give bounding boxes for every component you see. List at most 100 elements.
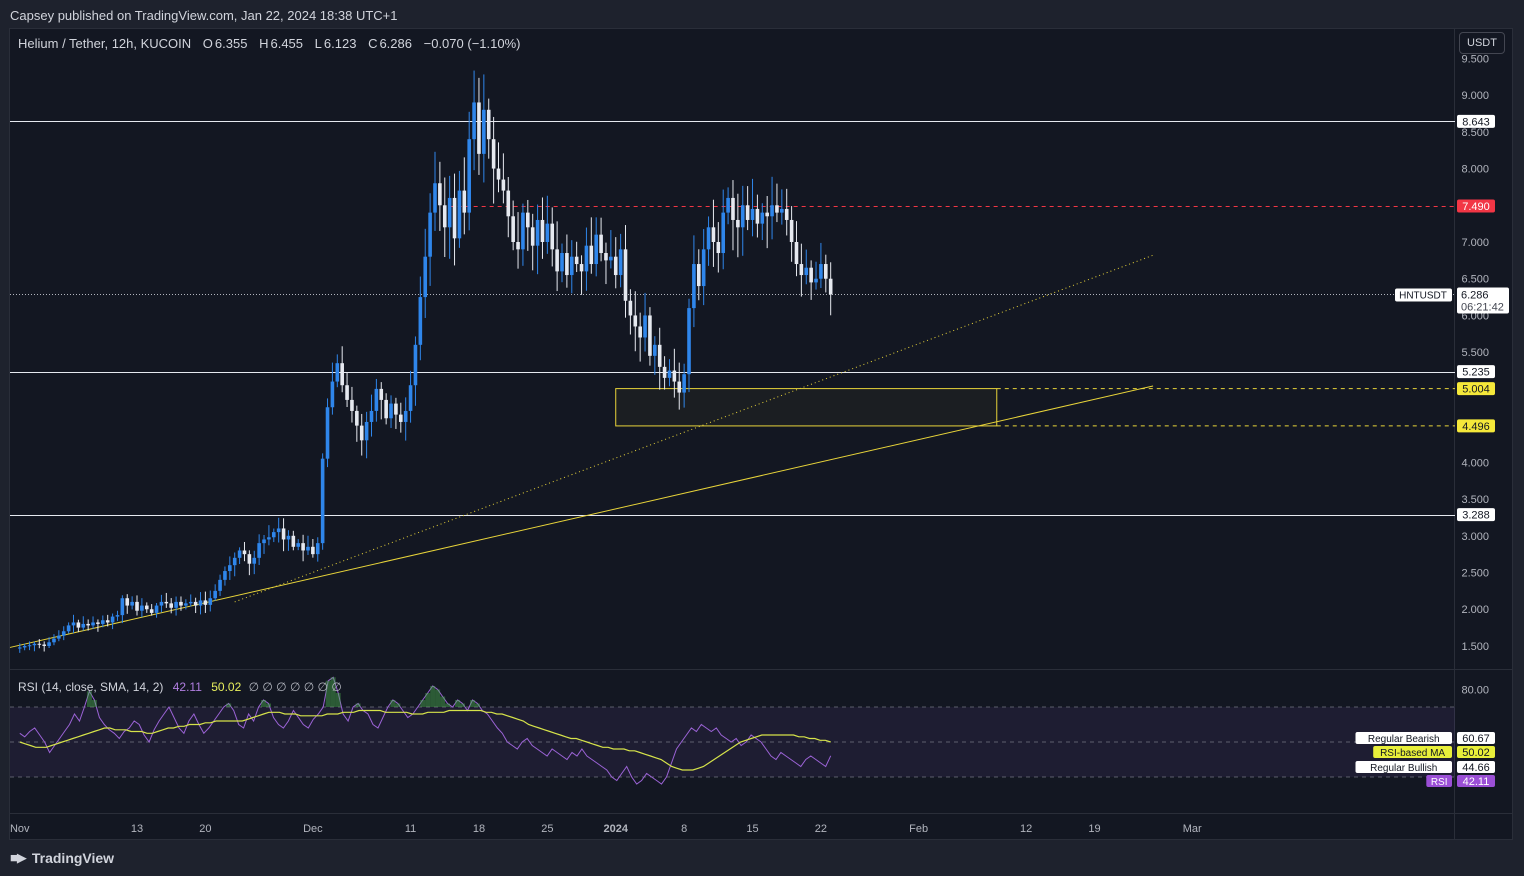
candle-body	[257, 543, 261, 558]
rsi-value-bg	[1457, 761, 1495, 773]
candle-body	[17, 647, 22, 649]
candle-body	[37, 643, 42, 645]
candle-body	[394, 403, 398, 415]
candle-body	[213, 590, 217, 599]
price-tick-label: 2.500	[1461, 568, 1489, 580]
c-label: C	[368, 36, 378, 51]
candle-body	[169, 603, 174, 608]
price-tick-label: 7.000	[1461, 237, 1489, 249]
candle-body	[140, 605, 144, 611]
candle-body	[721, 212, 726, 254]
candle-body	[452, 197, 457, 239]
candle-body	[71, 622, 76, 626]
candle-body	[423, 256, 428, 298]
candle-body	[428, 212, 432, 257]
candle-body	[267, 537, 271, 540]
candle-body	[286, 535, 291, 540]
candle-body	[696, 264, 701, 287]
candle-body	[389, 403, 393, 419]
price-tick-label: 8.500	[1461, 127, 1489, 139]
candle-body	[506, 190, 511, 217]
candle-body	[174, 601, 178, 608]
candle-body	[408, 385, 413, 411]
price-tick-label: 9.000	[1461, 90, 1489, 102]
rsi-value-bg	[1457, 732, 1495, 744]
candle-body	[682, 374, 686, 393]
rsi-ma-value: 50.02	[211, 680, 242, 694]
symbol-label[interactable]: Helium / Tether, 12h, KUCOIN	[18, 36, 192, 51]
currency-button[interactable]: USDT	[1459, 32, 1505, 54]
rsi-label-value: 42.11	[1463, 776, 1490, 788]
rsi-label-bg	[1373, 746, 1452, 758]
price-tick-label: 3.500	[1461, 494, 1489, 506]
candle-body	[86, 623, 90, 626]
time-tick-label: 19	[1088, 823, 1100, 835]
candle-body	[164, 601, 169, 604]
main-legend[interactable]: Helium / Tether, 12h, KUCOIN O 6.355 H 6.4…	[18, 36, 520, 51]
rsi-label-name: Regular Bullish	[1370, 763, 1437, 774]
candle-body	[731, 197, 735, 220]
candle-body	[638, 326, 642, 338]
level-price-tag-bg	[1457, 508, 1495, 522]
candle-body	[418, 297, 423, 345]
rsi-label-name: RSI	[1431, 777, 1448, 788]
candle-body	[135, 601, 139, 611]
candle-body	[516, 242, 520, 250]
rsi-value: 42.11	[172, 680, 202, 694]
candle-body	[91, 622, 95, 626]
candle-body	[599, 234, 603, 254]
zone-bottom-price-tag-bg	[1457, 419, 1495, 433]
candle-body	[364, 421, 369, 441]
candle-body	[130, 601, 134, 606]
price-tick-label: 6.500	[1461, 274, 1489, 286]
zone-top-price-tag-bg	[1457, 382, 1495, 396]
time-tick-label: 8	[681, 823, 687, 835]
rsi-value-bg	[1457, 775, 1495, 787]
rsi-label-bg	[1426, 775, 1452, 787]
candle-body	[657, 344, 662, 367]
candle-body	[555, 249, 559, 272]
candle-body	[526, 212, 530, 228]
candle-body	[438, 183, 442, 206]
candle-body	[623, 249, 628, 301]
price-tick-label: 5.500	[1461, 347, 1489, 359]
symbol-tag: HNTUSDT	[1399, 290, 1447, 301]
candle-body	[359, 425, 364, 441]
candle-body	[66, 625, 71, 632]
candle-body	[472, 102, 476, 140]
rsi-label-value: 60.67	[1462, 733, 1490, 745]
candle-body	[105, 620, 110, 623]
rsi-label-name: RSI-based MA	[1380, 748, 1445, 759]
candle-body	[252, 557, 257, 564]
candle-body	[27, 645, 32, 647]
level-price-tag-bg	[1457, 365, 1495, 379]
candle-body	[482, 109, 486, 154]
zone-bottom-price-tag: 4.496	[1462, 421, 1490, 433]
candle-body	[740, 205, 745, 228]
candle-body	[374, 388, 379, 411]
rsi-ma-line	[19, 709, 831, 771]
candle-body	[745, 205, 750, 220]
candle-body	[491, 139, 496, 169]
candle-body	[780, 208, 784, 213]
level-price-tag: 3.288	[1462, 510, 1490, 522]
candle-body	[311, 546, 315, 555]
time-tick-label: 15	[746, 823, 758, 835]
candle-body	[530, 227, 535, 246]
candle-body	[819, 264, 823, 279]
candle-body	[648, 315, 652, 356]
l-label: L	[314, 36, 322, 51]
candle-body	[496, 168, 501, 180]
candle-body	[340, 363, 344, 386]
candle-body	[413, 344, 418, 386]
o-label: O	[202, 36, 213, 51]
high-value: 6.455	[270, 36, 304, 51]
candle-body	[589, 245, 594, 265]
rsi-legend[interactable]: RSI (14, close, SMA, 14, 2) 42.11 50.02 …	[18, 680, 342, 694]
candle-body	[335, 363, 340, 382]
time-tick-label: Feb	[909, 823, 928, 835]
rsi-params[interactable]: RSI (14, close, SMA, 14, 2)	[18, 680, 164, 694]
candle-body	[184, 603, 188, 606]
last-price-countdown: 06:21:42	[1461, 301, 1504, 313]
